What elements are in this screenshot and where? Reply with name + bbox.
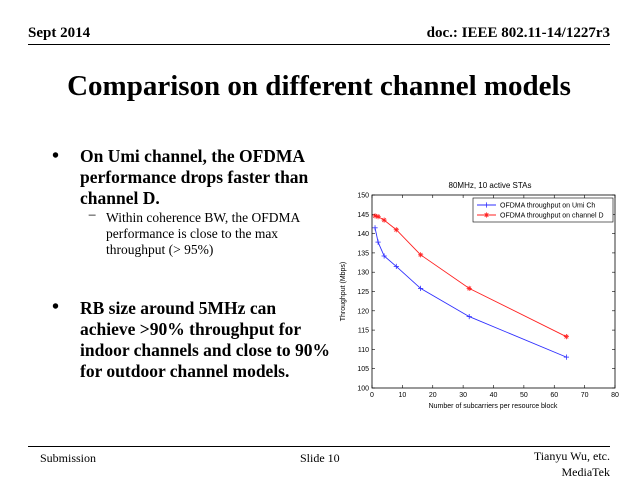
data-point-s2 xyxy=(375,214,381,220)
footer-affiliation: MediaTek xyxy=(561,465,610,479)
data-point-s1 xyxy=(563,354,569,360)
legend-marker-2 xyxy=(483,212,490,218)
y-tick-label: 120 xyxy=(357,308,369,315)
data-point-s2 xyxy=(563,334,569,340)
slide-title: Comparison on different channel models xyxy=(67,70,571,102)
x-tick-label: 50 xyxy=(520,392,528,399)
data-point-s2 xyxy=(466,285,472,292)
bullet-2-text: RB size around 5MHz can achieve >90% thr… xyxy=(80,298,330,382)
header-rule xyxy=(28,44,610,45)
x-tick-label: 20 xyxy=(429,392,437,399)
header-date: Sept 2014 xyxy=(28,25,91,41)
y-tick-label: 135 xyxy=(357,250,369,257)
y-tick-label: 110 xyxy=(358,347,369,354)
y-tick-label: 100 xyxy=(357,386,369,393)
data-point-s2 xyxy=(381,217,387,223)
x-tick-label: 80 xyxy=(611,392,619,399)
y-tick-label: 145 xyxy=(357,212,369,219)
footer-submission: Submission xyxy=(40,451,97,465)
axes-layer: 0 10 20 30 40 50 60 70 80 100 105 110 115 120 125 130 13… xyxy=(357,193,619,400)
y-tick-label: 105 xyxy=(357,366,369,373)
chart-title: 80MHz, 10 active STAs xyxy=(449,181,532,190)
legend-marker-1 xyxy=(483,202,490,208)
sub-bullet-marker: − xyxy=(88,208,97,224)
legend-box xyxy=(472,197,614,223)
data-point-s1 xyxy=(466,313,472,320)
data-point-s1 xyxy=(418,285,424,292)
y-tick-label: 125 xyxy=(357,289,369,296)
x-tick-label: 70 xyxy=(581,392,589,399)
series-layer xyxy=(372,213,569,360)
y-tick-label: 150 xyxy=(357,193,369,200)
chart-legend: OFDMA throughput on Umi Ch OFDMA throughp… xyxy=(472,197,614,223)
bullet-1-line-1: On Umi channel, the OFDMA xyxy=(80,146,306,166)
bullet-2-line-2: achieve >90% throughput for xyxy=(80,319,302,339)
y-tick-label: 130 xyxy=(357,270,369,277)
data-point-s1 xyxy=(372,225,378,231)
footer-rule xyxy=(28,446,610,447)
data-point-s2 xyxy=(418,252,424,258)
data-point-s1 xyxy=(381,253,387,259)
sub-bullet-line-3: throughput (> 95%) xyxy=(106,242,214,257)
footer-slide-number: Slide 10 xyxy=(300,451,340,465)
bullet-2-line-4: for outdoor channel models. xyxy=(80,361,290,381)
bullet-2-marker: • xyxy=(52,296,60,318)
throughput-chart: 80MHz, 10 active STAs 0 10 20 30 40 50 60 70 80 1… xyxy=(340,181,619,410)
legend-label-2: OFDMA throughput on channel D xyxy=(500,213,604,220)
data-point-s2 xyxy=(393,227,399,233)
x-tick-label: 40 xyxy=(490,392,498,399)
data-point-s1 xyxy=(393,263,399,270)
header-doc-id: doc.: IEEE 802.11-14/1227r3 xyxy=(426,25,610,41)
y-axis-label: Throughput (Mbps) xyxy=(340,262,347,322)
series-line-1 xyxy=(374,227,567,358)
data-point-s1 xyxy=(375,239,381,245)
series-line-2 xyxy=(374,215,567,338)
legend-label-1: OFDMA throughput on Umi Ch xyxy=(500,203,595,210)
x-axis-label: Number of subcarriers per resource block xyxy=(429,403,558,410)
bullet-2-line-1: RB size around 5MHz can xyxy=(80,298,277,318)
bullet-1-line-3: channel D. xyxy=(80,188,160,208)
x-tick-label: 60 xyxy=(550,392,558,399)
bullet-1-text: On Umi channel, the OFDMA performance dr… xyxy=(80,146,308,209)
y-tick-label: 140 xyxy=(357,231,369,238)
sub-bullet-line-1: Within coherence BW, the OFDMA xyxy=(106,210,301,225)
sub-bullet-line-2: performance is close to the max xyxy=(106,226,279,241)
plot-frame xyxy=(371,194,616,389)
footer-author: Tianyu Wu, etc. xyxy=(533,449,610,463)
x-tick-label: 30 xyxy=(459,392,467,399)
bullet-1-line-2: performance drops faster than xyxy=(80,167,309,187)
bullet-2-line-3: indoor channels and close to 90% xyxy=(80,340,331,360)
sub-bullet-text: Within coherence BW, the OFDMA performan… xyxy=(106,210,300,258)
x-tick-label: 0 xyxy=(370,392,374,399)
y-tick-label: 115 xyxy=(358,328,369,335)
bullet-1-marker: • xyxy=(52,145,60,167)
x-tick-label: 10 xyxy=(398,392,406,399)
